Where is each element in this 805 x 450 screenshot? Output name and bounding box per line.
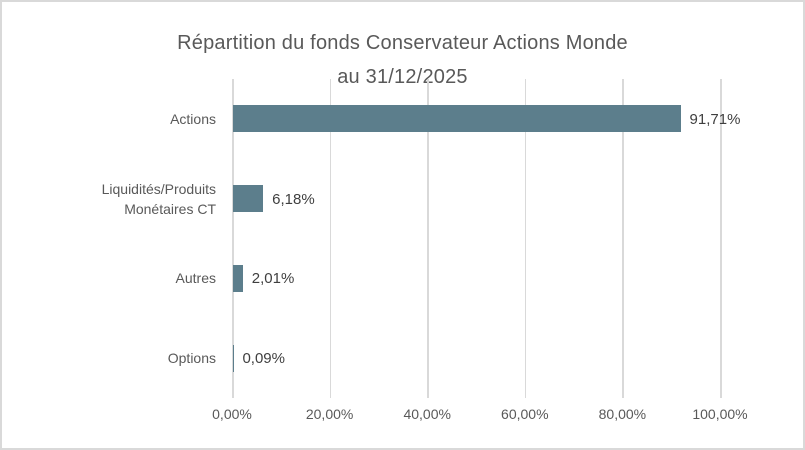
chart-title-line-2: au 31/12/2025 [337, 66, 468, 88]
gridline [232, 79, 234, 398]
x-axis: 0,00% 20,00% 40,00% 60,00% 80,00% 100,00% [2, 406, 803, 428]
x-tick-label: 100,00% [692, 406, 748, 422]
gridline [622, 79, 624, 398]
gridline [427, 79, 429, 398]
chart-title-line-1: Répartition du fonds Conservateur Action… [177, 32, 628, 54]
x-tick-label: 20,00% [305, 406, 354, 422]
bar-value-label: 2,01% [251, 270, 295, 288]
bar [233, 105, 681, 133]
bar-value-label: 6,18% [272, 190, 315, 208]
gridline [720, 79, 722, 398]
category-label: Actions [2, 109, 216, 129]
category-axis: Actions Liquidités/Produits Monétaires CT A… [2, 79, 216, 398]
gridline [524, 79, 527, 398]
chart-title: Répartition du fonds Conservateur Action… [2, 26, 803, 94]
category-label-line: Liquidités/Produits [101, 180, 216, 197]
x-tick-label: 40,00% [403, 406, 451, 422]
bar [233, 264, 243, 292]
category-label: Liquidités/Produits Monétaires CT [2, 179, 216, 219]
category-label: Options [2, 348, 216, 368]
x-tick-label: 0,00% [212, 406, 252, 422]
bar-value-label: 0,09% [242, 350, 285, 368]
plot-area: 91,71% 6,18% 2,01% 0,09% [232, 79, 740, 398]
category-label-line: Autres [175, 270, 216, 287]
bar-value-label: 91,71% [689, 110, 741, 128]
gridline [329, 79, 332, 398]
category-label-line: Options [167, 350, 216, 367]
category-label-line: Actions [170, 110, 216, 127]
bar [233, 185, 264, 213]
x-tick-label: 60,00% [501, 406, 549, 422]
category-label: Autres [2, 268, 216, 288]
x-tick-label: 80,00% [598, 406, 647, 422]
category-label-line: Monétaires CT [124, 200, 216, 217]
